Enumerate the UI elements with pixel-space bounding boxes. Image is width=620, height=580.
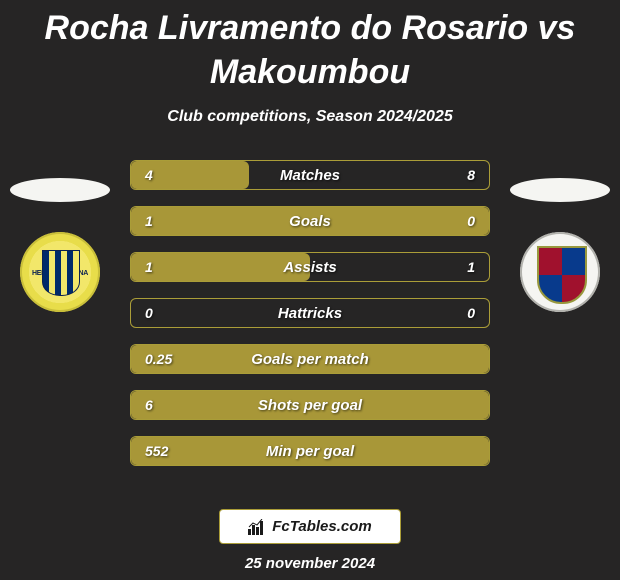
stat-right-value: 0 [467,213,475,229]
stat-row: 4Matches8 [130,160,490,190]
stats-list: 4Matches81Goals01Assists10Hattricks00.25… [130,160,490,482]
stat-row: 552Min per goal [130,436,490,466]
hellas-verona-badge-icon: HELLAS VERONA [20,232,100,312]
brand-link[interactable]: FcTables.com [219,509,400,544]
cagliari-badge-icon [520,232,600,312]
stat-row: 0Hattricks0 [130,298,490,328]
stat-right-value: 1 [467,259,475,275]
stat-right-value: 8 [467,167,475,183]
stat-row: 6Shots per goal [130,390,490,420]
player-photo-right [510,178,610,202]
subtitle: Club competitions, Season 2024/2025 [0,108,620,126]
stat-row: 1Goals0 [130,206,490,236]
stat-right-value: 0 [467,305,475,321]
stat-row: 1Assists1 [130,252,490,282]
bar-chart-icon [248,519,266,535]
brand-label: FcTables.com [272,518,371,535]
stat-label: Assists [131,259,489,276]
stat-row: 0.25Goals per match [130,344,490,374]
club-badge-right [520,232,600,312]
club-badge-left: HELLAS VERONA [20,232,100,312]
stat-label: Goals [131,213,489,230]
footer: FcTables.com [0,509,620,544]
stat-label: Min per goal [131,443,489,460]
player-photo-left [10,178,110,202]
stat-label: Shots per goal [131,397,489,414]
club-badge-left-label: HELLAS VERONA [20,270,100,277]
stat-label: Matches [131,167,489,184]
stat-label: Hattricks [131,305,489,322]
date-label: 25 november 2024 [0,555,620,572]
page-title: Rocha Livramento do Rosario vs Makoumbou [0,0,620,94]
stat-label: Goals per match [131,351,489,368]
